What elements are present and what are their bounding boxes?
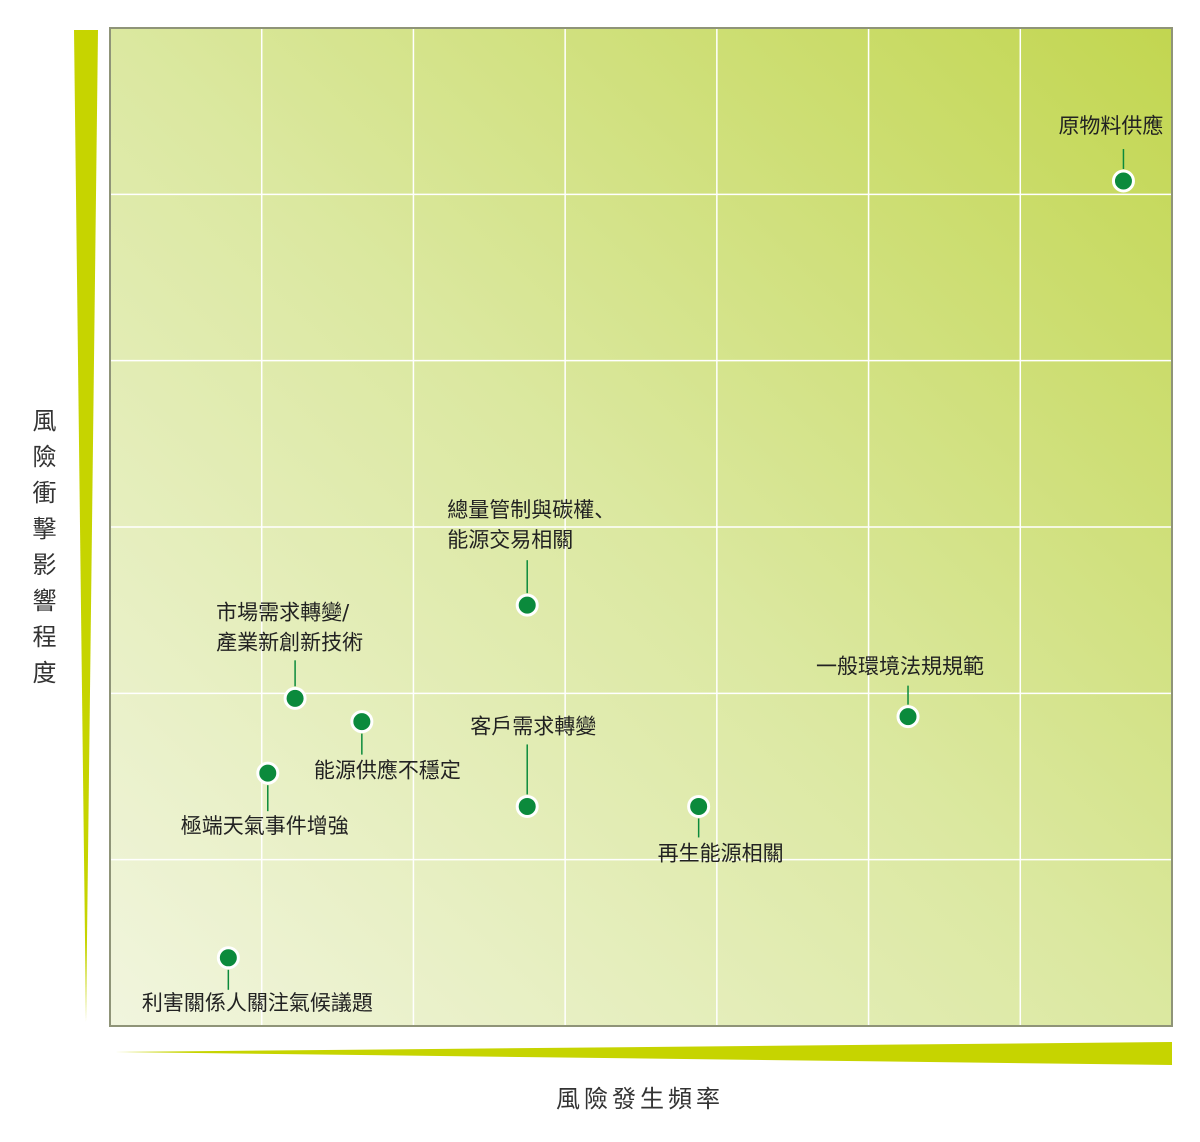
point-label: 市場需求轉變/ xyxy=(216,600,350,624)
axis-wedge xyxy=(115,1042,1172,1065)
point-label: 再生能源相關 xyxy=(658,841,784,865)
risk-point xyxy=(1111,169,1135,193)
point-label: 極端天氣事件增強 xyxy=(181,814,349,838)
risk-point xyxy=(515,593,539,617)
plot-border xyxy=(109,27,1173,1027)
point-label: 能源交易相關 xyxy=(447,528,573,552)
point-label: 總量管制與碳權、 xyxy=(447,498,615,522)
risk-point xyxy=(896,705,920,729)
point-label: 原物料供應 xyxy=(1058,114,1163,138)
y-axis-label: 風險衝擊影響程度 xyxy=(28,408,56,696)
risk-point xyxy=(687,794,711,818)
risk-point xyxy=(350,710,374,734)
x-axis-label: 風險發生頻率 xyxy=(556,1085,724,1113)
risk-point xyxy=(283,686,307,710)
risk-point xyxy=(515,794,539,818)
axis-wedge xyxy=(74,30,98,1022)
point-label: 一般環境法規規範 xyxy=(816,655,984,679)
point-label: 能源供應不穩定 xyxy=(314,759,461,783)
risk-point xyxy=(216,946,240,970)
point-label: 客戶需求轉變 xyxy=(470,714,596,738)
risk-point xyxy=(256,761,280,785)
point-label: 產業新創新技術 xyxy=(216,630,363,654)
point-label: 利害關係人關注氣候議題 xyxy=(142,991,373,1015)
